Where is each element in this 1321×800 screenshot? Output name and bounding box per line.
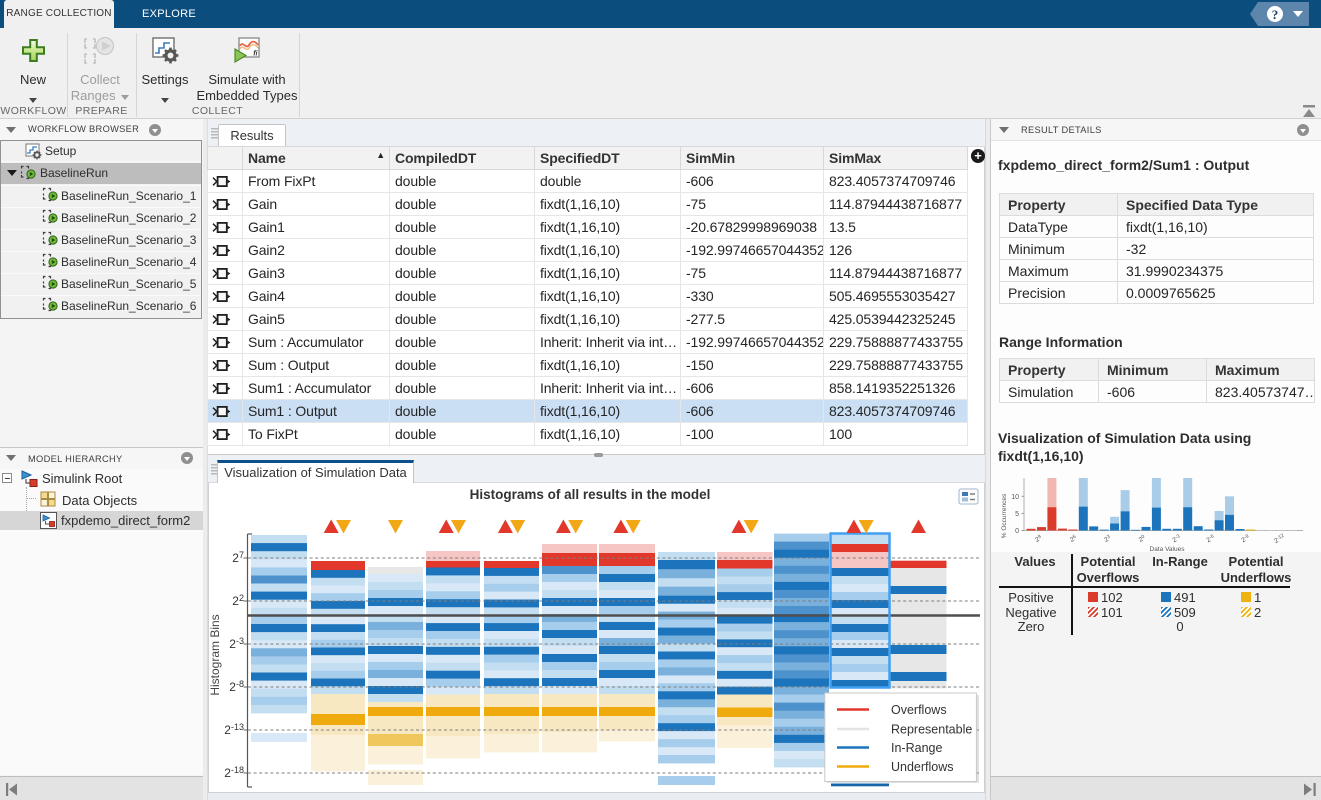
svg-text:5: 5 — [1015, 511, 1019, 518]
svg-text:29: 29 — [1034, 534, 1044, 544]
svg-text:20: 20 — [1137, 534, 1147, 544]
svg-text:10: 10 — [1011, 494, 1019, 501]
svg-text:?: ? — [1272, 7, 1279, 22]
svg-text:2-18: 2-18 — [224, 765, 244, 780]
svg-text:2-3: 2-3 — [1171, 533, 1182, 544]
svg-text:2-13: 2-13 — [224, 722, 244, 737]
svg-text:27: 27 — [232, 550, 244, 565]
svg-text:0: 0 — [1015, 528, 1019, 535]
svg-text:2-6: 2-6 — [1205, 533, 1216, 544]
svg-text:2-8: 2-8 — [229, 679, 244, 694]
svg-text:Overflows: Overflows — [891, 703, 947, 717]
svg-text:fi: fi — [253, 51, 258, 58]
svg-text:26: 26 — [1069, 534, 1079, 544]
svg-text:Representable: Representable — [891, 723, 972, 737]
svg-text:Data Values: Data Values — [1150, 546, 1186, 553]
svg-text:23: 23 — [1103, 534, 1113, 544]
svg-text:22: 22 — [232, 593, 244, 608]
svg-text:Underflows: Underflows — [891, 760, 954, 774]
svg-text:2-9: 2-9 — [1240, 533, 1251, 544]
svg-text:Histogram Bins: Histogram Bins — [208, 614, 222, 695]
svg-text:% Occurrences: % Occurrences — [1001, 493, 1008, 538]
svg-text:In-Range: In-Range — [891, 741, 942, 755]
svg-text:Histograms of all results in t: Histograms of all results in the model — [470, 487, 711, 502]
svg-text:2-12: 2-12 — [1273, 533, 1287, 545]
svg-text:2-3: 2-3 — [229, 636, 244, 651]
